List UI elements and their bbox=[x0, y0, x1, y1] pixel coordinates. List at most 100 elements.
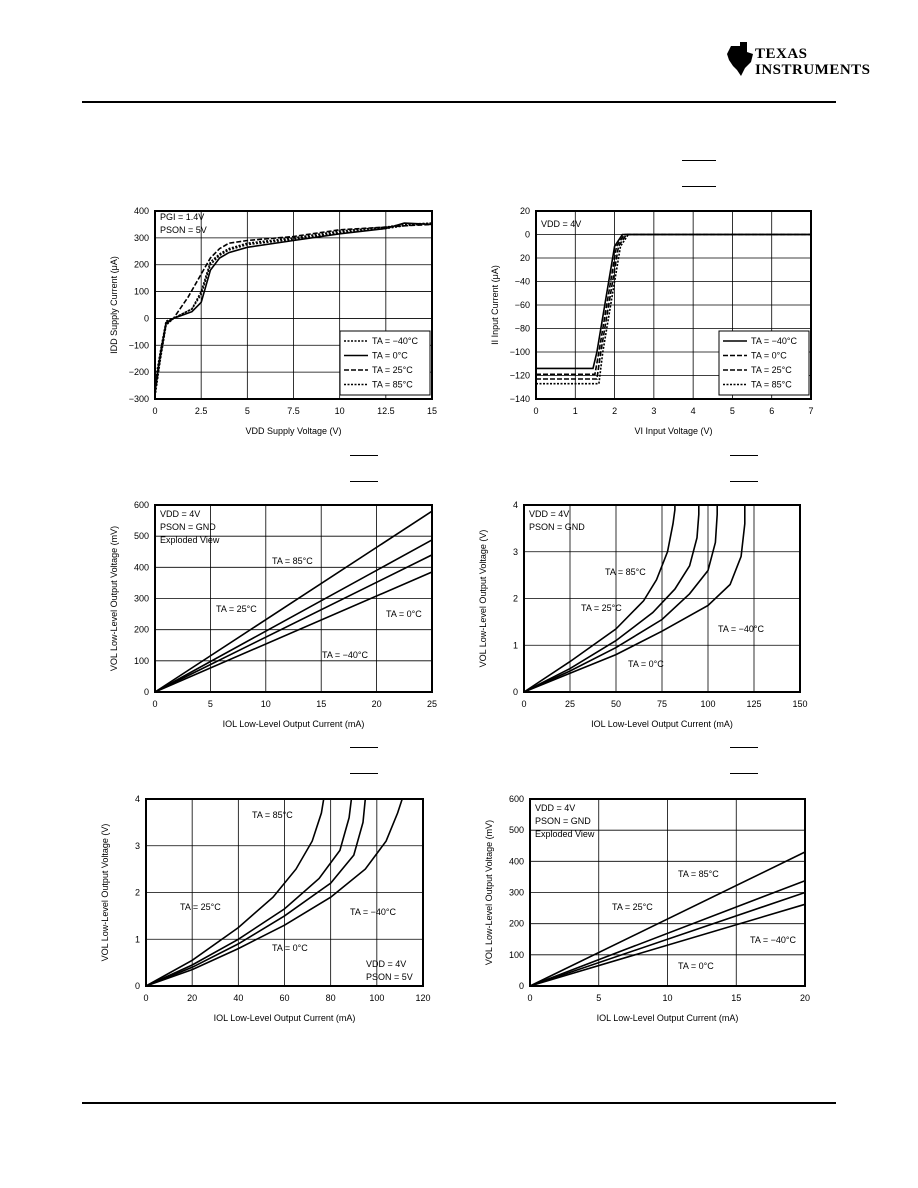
x-tick-label: 2 bbox=[612, 406, 617, 416]
y-tick-label: 3 bbox=[135, 841, 140, 851]
y-tick-label: −60 bbox=[515, 300, 530, 310]
x-tick-label: 25 bbox=[565, 699, 575, 709]
y-tick-label: −40 bbox=[515, 277, 530, 287]
chart-4: 0 25 50 75 100 125 150 0 1 2 3 4 IOL Low-Level Outpu… bbox=[478, 500, 808, 729]
y-tick-label: −200 bbox=[129, 367, 149, 377]
caption-bar bbox=[682, 186, 716, 187]
x-tick-label: 6 bbox=[769, 406, 774, 416]
annotation-label: TA = −40°C bbox=[750, 935, 796, 945]
x-tick-label: 125 bbox=[746, 699, 761, 709]
condition-label: VDD = 4V bbox=[160, 509, 200, 519]
y-axis-label: VOL Low-Level Output Voltage (mV) bbox=[109, 526, 119, 671]
x-tick-label: 7 bbox=[808, 406, 813, 416]
condition-label: PSON = GND bbox=[529, 522, 585, 532]
condition-label: Exploded View bbox=[160, 535, 220, 545]
series-line bbox=[529, 891, 806, 987]
legend-entry: TA = −40°C bbox=[751, 336, 797, 346]
x-tick-label: 1 bbox=[573, 406, 578, 416]
caption-bar bbox=[350, 747, 378, 748]
series-line bbox=[529, 879, 806, 987]
caption-bar bbox=[682, 160, 716, 161]
x-tick-label: 150 bbox=[792, 699, 807, 709]
y-tick-label: 200 bbox=[509, 919, 524, 929]
y-tick-label: 300 bbox=[509, 888, 524, 898]
x-tick-label: 0 bbox=[143, 993, 148, 1003]
annotation-label: TA = 25°C bbox=[612, 902, 653, 912]
condition-label: VDD = 4V bbox=[529, 509, 569, 519]
x-tick-label: 0 bbox=[533, 406, 538, 416]
plot-frame bbox=[535, 210, 812, 400]
legend-entry: TA = 85°C bbox=[372, 380, 413, 390]
footer-rule bbox=[82, 1102, 836, 1104]
legend-entry: TA = 0°C bbox=[372, 351, 408, 361]
x-tick-label: 12.5 bbox=[377, 406, 395, 416]
x-tick-label: 5 bbox=[596, 993, 601, 1003]
chart-2: 0 1 2 3 4 5 6 7 −140 −120 −100 −80 −60 −40 20 0 20 VI Inp… bbox=[490, 206, 814, 436]
x-axis-label: IOL Low-Level Output Current (mA) bbox=[591, 719, 733, 729]
x-tick-label: 5 bbox=[208, 699, 213, 709]
x-tick-label: 10 bbox=[335, 406, 345, 416]
condition-label: PSON = 5V bbox=[366, 972, 413, 982]
annotation-label: TA = −40°C bbox=[718, 624, 764, 634]
y-tick-label: 100 bbox=[509, 950, 524, 960]
plot-frame bbox=[523, 504, 801, 693]
y-tick-label: 300 bbox=[134, 594, 149, 604]
annotation-label: TA = 85°C bbox=[678, 869, 719, 879]
y-tick-label: −120 bbox=[510, 371, 530, 381]
x-tick-label: 20 bbox=[372, 699, 382, 709]
condition-label: VDD = 4V bbox=[366, 959, 406, 969]
y-axis-label: II Input Current (μA) bbox=[490, 265, 500, 345]
x-tick-label: 25 bbox=[427, 699, 437, 709]
y-tick-label: 200 bbox=[134, 260, 149, 270]
y-tick-label: 300 bbox=[134, 233, 149, 243]
x-tick-label: 60 bbox=[279, 993, 289, 1003]
annotation-label: TA = 25°C bbox=[216, 604, 257, 614]
annotation-label: TA = 0°C bbox=[628, 659, 664, 669]
caption-bar bbox=[350, 773, 378, 774]
y-tick-label: −100 bbox=[510, 347, 530, 357]
series-line bbox=[154, 223, 433, 394]
x-axis-label: IOL Low-Level Output Current (mA) bbox=[214, 1013, 356, 1023]
y-tick-label: 400 bbox=[134, 206, 149, 216]
x-tick-label: 50 bbox=[611, 699, 621, 709]
condition-label: Exploded View bbox=[535, 829, 595, 839]
annotation-label: TA = 0°C bbox=[386, 609, 422, 619]
x-tick-label: 0 bbox=[152, 699, 157, 709]
y-tick-label: 20 bbox=[520, 206, 530, 216]
series-line bbox=[145, 798, 353, 987]
y-tick-label: 100 bbox=[134, 656, 149, 666]
x-tick-label: 15 bbox=[316, 699, 326, 709]
chart-5: 0 20 40 60 80 100 120 0 1 2 3 4 IOL Low-Level Output… bbox=[100, 794, 431, 1023]
annotation-label: TA = 85°C bbox=[252, 810, 293, 820]
x-axis-label: VI Input Voltage (V) bbox=[634, 426, 712, 436]
caption-bar bbox=[350, 455, 378, 456]
y-tick-label: 0 bbox=[513, 687, 518, 697]
condition-label: PSON = 5V bbox=[160, 225, 207, 235]
y-tick-label: 0 bbox=[525, 230, 530, 240]
y-tick-label: 600 bbox=[509, 794, 524, 804]
x-tick-label: 7.5 bbox=[287, 406, 300, 416]
y-tick-label: 0 bbox=[144, 313, 149, 323]
y-tick-label: 500 bbox=[509, 825, 524, 835]
annotation-label: TA = 0°C bbox=[272, 943, 308, 953]
y-tick-label: 4 bbox=[513, 500, 518, 510]
x-tick-label: 80 bbox=[326, 993, 336, 1003]
y-tick-label: 200 bbox=[134, 625, 149, 635]
y-axis-label: IDD Supply Current (μA) bbox=[109, 256, 119, 354]
y-tick-label: −300 bbox=[129, 394, 149, 404]
caption-bar bbox=[350, 481, 378, 482]
brand-line-2: INSTRUMENTS bbox=[755, 62, 871, 78]
series-line bbox=[529, 903, 806, 987]
series-line bbox=[523, 505, 718, 693]
x-tick-label: 10 bbox=[261, 699, 271, 709]
x-tick-label: 100 bbox=[700, 699, 715, 709]
condition-label: PSON = GND bbox=[535, 816, 591, 826]
series-line bbox=[523, 505, 746, 693]
y-tick-label: 1 bbox=[135, 934, 140, 944]
y-tick-label: −80 bbox=[515, 324, 530, 334]
x-tick-label: 4 bbox=[691, 406, 696, 416]
series-line bbox=[154, 554, 433, 693]
y-tick-label: 100 bbox=[134, 287, 149, 297]
